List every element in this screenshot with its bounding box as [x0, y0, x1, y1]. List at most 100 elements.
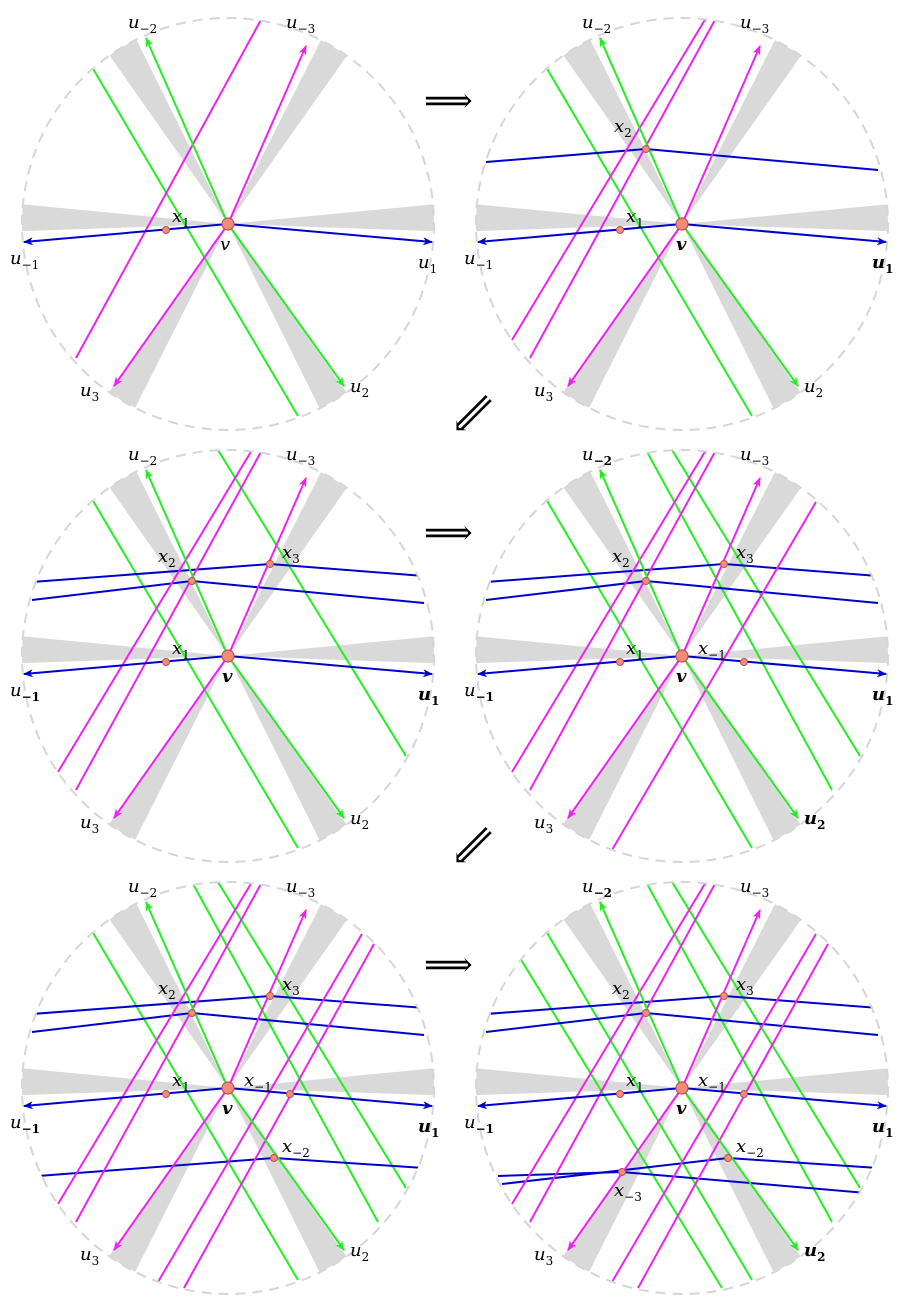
label-um1: u−1	[10, 1112, 40, 1136]
magenta-lines	[511, 18, 717, 359]
u3-axis-arrow	[567, 223, 683, 387]
u1-axis-arrow	[681, 223, 887, 246]
magenta-lines	[511, 450, 817, 851]
transition-arrow-4: ⟸	[441, 814, 504, 877]
label-xm1: x−1	[698, 1070, 726, 1094]
u3-axis-arrow	[567, 1087, 683, 1251]
label-v: v	[222, 666, 233, 687]
u1-axis-arrow	[227, 223, 433, 246]
u3-axis-arrow	[113, 223, 229, 387]
green-lines	[91, 882, 407, 1281]
boundary-circle	[475, 881, 889, 1295]
label-u1: u1	[872, 1116, 893, 1140]
u2-axis-arrow	[681, 655, 799, 819]
transition-arrow-2: ⟸	[441, 382, 504, 445]
point-v	[675, 1081, 689, 1095]
label-v: v	[676, 234, 687, 255]
label-x2: x2	[612, 546, 630, 570]
label-u1: u1	[418, 1116, 439, 1140]
point-xm1	[286, 1090, 294, 1098]
label-x3: x3	[736, 974, 754, 998]
u1-axis-arrow	[681, 655, 887, 678]
label-um1: u−1	[10, 248, 39, 272]
um3-axis-arrow	[681, 909, 761, 1089]
shaded-sectors	[22, 459, 434, 853]
label-x1: x1	[172, 638, 190, 662]
green-lines	[545, 66, 753, 417]
point-x3	[720, 992, 728, 1000]
point-x3	[266, 992, 274, 1000]
label-x2: x2	[158, 978, 176, 1002]
label-um3: u−3	[740, 12, 769, 36]
um3-axis-arrow	[227, 909, 307, 1089]
label-u1: u1	[872, 684, 893, 708]
label-v: v	[676, 1098, 687, 1119]
um2-axis-arrow	[145, 469, 229, 657]
label-x1: x1	[172, 1070, 190, 1094]
label-um3: u−3	[740, 876, 769, 900]
label-um2: u−2	[128, 12, 157, 36]
green-lines	[91, 450, 407, 849]
um2-axis-arrow	[599, 901, 683, 1089]
point-x1	[616, 1090, 624, 1098]
point-x1	[616, 658, 624, 666]
label-x2: x2	[612, 978, 630, 1002]
label-u2: u2	[804, 808, 825, 832]
label-um3: u−3	[740, 444, 769, 468]
panel-3: v x1 x2 x3 u1 u−1 u2 u−2 u3 u−3	[10, 444, 439, 863]
point-x1	[616, 226, 624, 234]
boundary-circle	[21, 449, 435, 863]
um2-axis-arrow	[145, 901, 229, 1089]
point-x3	[720, 560, 728, 568]
point-xm2	[270, 1154, 278, 1162]
boundary-circle	[21, 881, 435, 1295]
label-x3: x3	[736, 542, 754, 566]
label-u1: u1	[418, 252, 437, 276]
blue-lines	[485, 148, 879, 171]
label-u3: u3	[534, 812, 553, 836]
panel-1: v x1 u1 u−1 u2 u−2 u3 u−3	[10, 12, 437, 431]
point-x1	[162, 658, 170, 666]
label-um1: u−1	[10, 680, 40, 704]
label-u1: u1	[872, 252, 893, 276]
um3-axis-arrow	[681, 45, 761, 225]
magenta-lines	[57, 882, 375, 1289]
label-u2: u2	[804, 1240, 825, 1264]
blue-lines	[31, 563, 425, 604]
label-xm3: x−3	[614, 1180, 642, 1204]
label-um3: u−3	[286, 444, 315, 468]
u2-axis-arrow	[681, 223, 799, 387]
label-u3: u3	[534, 380, 553, 404]
label-xm1: x−1	[698, 638, 726, 662]
label-u3: u3	[80, 812, 99, 836]
shaded-sectors	[476, 27, 888, 421]
magenta-lines	[75, 18, 263, 359]
transition-arrow-3: ⟹	[424, 513, 473, 553]
point-xm2	[724, 1154, 732, 1162]
label-um2: u−2	[582, 12, 611, 36]
u3-axis-arrow	[567, 655, 683, 819]
um3-axis-arrow	[227, 45, 307, 225]
label-um1: u−1	[464, 248, 493, 272]
u3-axis-arrow	[113, 655, 229, 819]
u1-axis-arrow	[227, 655, 433, 678]
um1-axis-arrow	[23, 1087, 229, 1110]
u2-axis-arrow	[681, 1087, 799, 1251]
panel-2: v x1 x2 u1 u−1 u2 u−2 u3 u−3	[464, 12, 893, 431]
label-um2: u−2	[582, 444, 612, 468]
u1-axis-arrow	[681, 1087, 887, 1110]
magenta-lines	[511, 882, 829, 1289]
shaded-sectors	[476, 459, 888, 853]
label-x1: x1	[626, 638, 644, 662]
label-v: v	[222, 1098, 233, 1119]
green-lines	[519, 882, 861, 1289]
u2-axis-arrow	[227, 655, 345, 819]
shaded-sectors	[476, 891, 888, 1285]
label-v: v	[220, 234, 230, 255]
blue-lines	[485, 563, 879, 604]
label-u3: u3	[80, 1244, 99, 1268]
point-v	[221, 649, 235, 663]
boundary-circle	[21, 17, 435, 431]
blue-lines	[485, 995, 879, 1195]
